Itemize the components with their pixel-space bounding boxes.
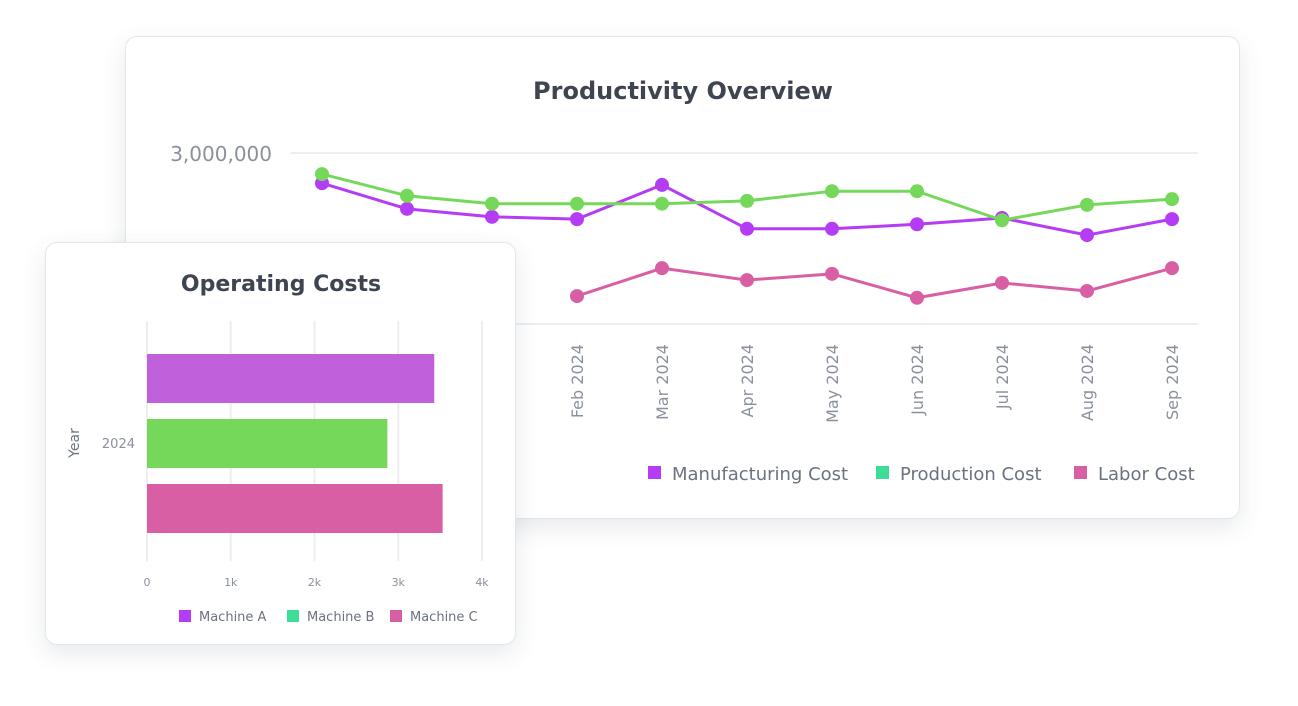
data-point	[570, 196, 584, 211]
operating-costs-card: Operating Costs 0 1k 2k 3k 4k 2024 Year Machine…	[45, 242, 516, 645]
legend-label: Machine C	[410, 610, 478, 625]
data-point	[485, 196, 499, 211]
data-point	[910, 290, 924, 305]
legend-swatch	[1074, 466, 1087, 479]
legend-label: Manufacturing Cost	[672, 464, 848, 485]
x-tick-label: Feb 2024	[568, 344, 587, 418]
legend-swatch	[287, 610, 299, 622]
series-line	[576, 266, 1173, 300]
legend-label: Labor Cost	[1098, 464, 1195, 485]
bar	[147, 484, 443, 533]
y-tick-label: 3,000,000	[170, 142, 272, 166]
x-tick-label: Aug 2024	[1078, 344, 1097, 421]
chart-title: Productivity Overview	[533, 77, 833, 105]
legend-swatch	[390, 610, 402, 622]
data-point	[740, 221, 754, 236]
data-point	[995, 213, 1009, 228]
data-point	[400, 188, 414, 203]
bar	[147, 419, 388, 468]
data-point	[1080, 197, 1094, 212]
data-point	[825, 221, 839, 236]
x-tick-label: 3k	[392, 576, 406, 589]
legend-label: Machine A	[199, 610, 267, 625]
x-tick-label: 1k	[224, 576, 238, 589]
chart-title: Operating Costs	[181, 272, 381, 297]
x-tick-label: 0	[144, 576, 151, 589]
bar	[147, 354, 435, 403]
legend-label: Machine B	[307, 610, 374, 625]
data-point	[1165, 212, 1179, 227]
data-point	[570, 212, 584, 227]
data-point	[655, 261, 669, 276]
data-point	[485, 209, 499, 224]
data-point	[910, 184, 924, 199]
y-axis-label: Year	[67, 428, 83, 459]
data-point	[1080, 228, 1094, 243]
x-tick-label: 2k	[308, 576, 322, 589]
data-point	[655, 177, 669, 192]
operating-costs-bar-chart: Operating Costs 0 1k 2k 3k 4k 2024 Year Machine…	[67, 272, 489, 625]
x-tick-label: Jul 2024	[993, 344, 1012, 410]
data-point	[740, 193, 754, 208]
data-point	[825, 184, 839, 199]
x-tick-label: Sep 2024	[1163, 344, 1182, 420]
x-tick-label: Jun 2024	[908, 344, 927, 416]
data-point	[570, 289, 584, 304]
data-point	[655, 196, 669, 211]
data-point	[400, 201, 414, 216]
y-tick-label: 2024	[102, 437, 135, 452]
data-point	[910, 217, 924, 232]
data-point	[740, 273, 754, 288]
data-point	[1080, 283, 1094, 298]
x-tick-label: Mar 2024	[653, 344, 672, 420]
data-point	[825, 266, 839, 281]
x-tick-label: Apr 2024	[738, 344, 757, 417]
data-point	[995, 275, 1009, 290]
legend-swatch	[179, 610, 191, 622]
x-tick-label: 4k	[475, 576, 489, 589]
legend-swatch	[876, 466, 889, 479]
legend-label: Production Cost	[900, 464, 1042, 485]
data-point	[315, 167, 329, 182]
x-tick-label: May 2024	[823, 344, 842, 423]
data-point	[1165, 261, 1179, 276]
data-point	[1165, 192, 1179, 207]
legend-swatch	[648, 466, 661, 479]
